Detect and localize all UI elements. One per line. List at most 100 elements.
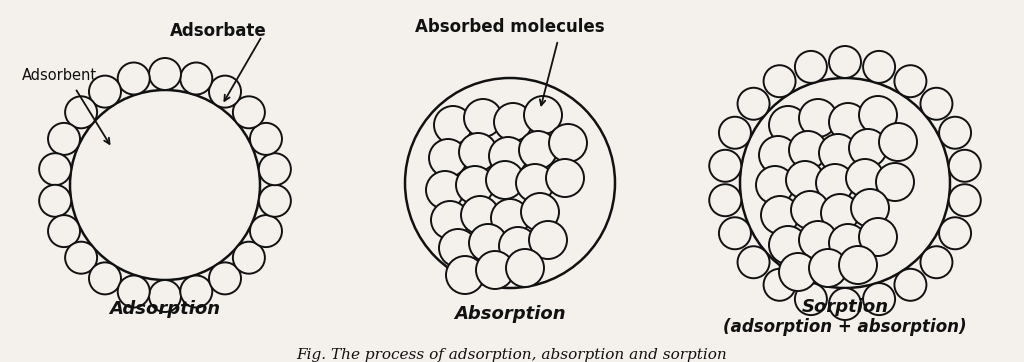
Text: Absorbed molecules: Absorbed molecules xyxy=(415,18,605,36)
Circle shape xyxy=(426,171,464,209)
Circle shape xyxy=(859,96,897,134)
Circle shape xyxy=(546,159,584,197)
Circle shape xyxy=(799,99,837,137)
Circle shape xyxy=(829,46,861,78)
Circle shape xyxy=(737,88,770,120)
Circle shape xyxy=(48,123,80,155)
Text: Sorption: Sorption xyxy=(802,298,889,316)
Circle shape xyxy=(529,221,567,259)
Circle shape xyxy=(719,217,751,249)
Circle shape xyxy=(180,63,212,94)
Circle shape xyxy=(406,78,615,288)
Circle shape xyxy=(764,269,796,301)
Circle shape xyxy=(879,123,918,161)
Circle shape xyxy=(259,185,291,217)
Circle shape xyxy=(506,249,544,287)
Circle shape xyxy=(829,288,861,320)
Circle shape xyxy=(764,65,796,97)
Circle shape xyxy=(769,226,807,264)
Circle shape xyxy=(790,131,827,169)
Circle shape xyxy=(516,164,554,202)
Circle shape xyxy=(494,103,532,141)
Circle shape xyxy=(876,163,914,201)
Circle shape xyxy=(150,280,181,312)
Circle shape xyxy=(70,90,260,280)
Circle shape xyxy=(89,262,121,294)
Circle shape xyxy=(250,123,282,155)
Circle shape xyxy=(821,194,859,232)
Circle shape xyxy=(710,184,741,216)
Circle shape xyxy=(89,76,121,108)
Circle shape xyxy=(431,201,469,239)
Circle shape xyxy=(464,99,502,137)
Circle shape xyxy=(949,184,981,216)
Text: Fig. The process of adsorption, absorption and sorption: Fig. The process of adsorption, absorpti… xyxy=(297,348,727,362)
Circle shape xyxy=(118,63,150,94)
Circle shape xyxy=(839,246,877,284)
Circle shape xyxy=(48,215,80,247)
Circle shape xyxy=(259,153,291,185)
Circle shape xyxy=(939,117,971,149)
Circle shape xyxy=(469,224,507,262)
Circle shape xyxy=(759,136,797,174)
Circle shape xyxy=(459,133,497,171)
Circle shape xyxy=(829,103,867,141)
Text: (adsorption + absorption): (adsorption + absorption) xyxy=(723,318,967,336)
Circle shape xyxy=(849,129,887,167)
Circle shape xyxy=(39,185,71,217)
Circle shape xyxy=(118,275,150,307)
Text: Absorption: Absorption xyxy=(455,305,566,323)
Circle shape xyxy=(863,283,895,315)
Circle shape xyxy=(769,106,807,144)
Circle shape xyxy=(490,199,529,237)
Circle shape xyxy=(799,221,837,259)
Text: Adsorbent: Adsorbent xyxy=(22,68,97,83)
Circle shape xyxy=(209,76,241,108)
Circle shape xyxy=(795,283,827,315)
Circle shape xyxy=(809,249,847,287)
Circle shape xyxy=(740,78,950,288)
Circle shape xyxy=(737,246,770,278)
Circle shape xyxy=(446,256,484,294)
Circle shape xyxy=(524,96,562,134)
Circle shape xyxy=(819,134,857,172)
Circle shape xyxy=(180,275,212,307)
Circle shape xyxy=(519,131,557,169)
Circle shape xyxy=(921,246,952,278)
Circle shape xyxy=(232,96,265,128)
Circle shape xyxy=(489,137,527,175)
Circle shape xyxy=(791,191,829,229)
Circle shape xyxy=(863,51,895,83)
Circle shape xyxy=(549,124,587,162)
Circle shape xyxy=(779,253,817,291)
Circle shape xyxy=(66,242,97,274)
Circle shape xyxy=(846,159,884,197)
Text: Adsorbate: Adsorbate xyxy=(170,22,266,40)
Circle shape xyxy=(786,161,824,199)
Circle shape xyxy=(719,117,751,149)
Circle shape xyxy=(429,139,467,177)
Circle shape xyxy=(894,65,927,97)
Circle shape xyxy=(921,88,952,120)
Circle shape xyxy=(209,262,241,294)
Circle shape xyxy=(710,150,741,182)
Circle shape xyxy=(434,106,472,144)
Circle shape xyxy=(756,166,794,204)
Circle shape xyxy=(761,196,799,234)
Circle shape xyxy=(456,166,494,204)
Circle shape xyxy=(816,164,854,202)
Circle shape xyxy=(521,193,559,231)
Circle shape xyxy=(476,251,514,289)
Circle shape xyxy=(150,58,181,90)
Circle shape xyxy=(439,229,477,267)
Circle shape xyxy=(461,196,499,234)
Circle shape xyxy=(66,96,97,128)
Circle shape xyxy=(39,153,71,185)
Circle shape xyxy=(949,150,981,182)
Text: Adsorption: Adsorption xyxy=(110,300,220,318)
Circle shape xyxy=(894,269,927,301)
Circle shape xyxy=(250,215,282,247)
Circle shape xyxy=(486,161,524,199)
Circle shape xyxy=(795,51,827,83)
Circle shape xyxy=(939,217,971,249)
